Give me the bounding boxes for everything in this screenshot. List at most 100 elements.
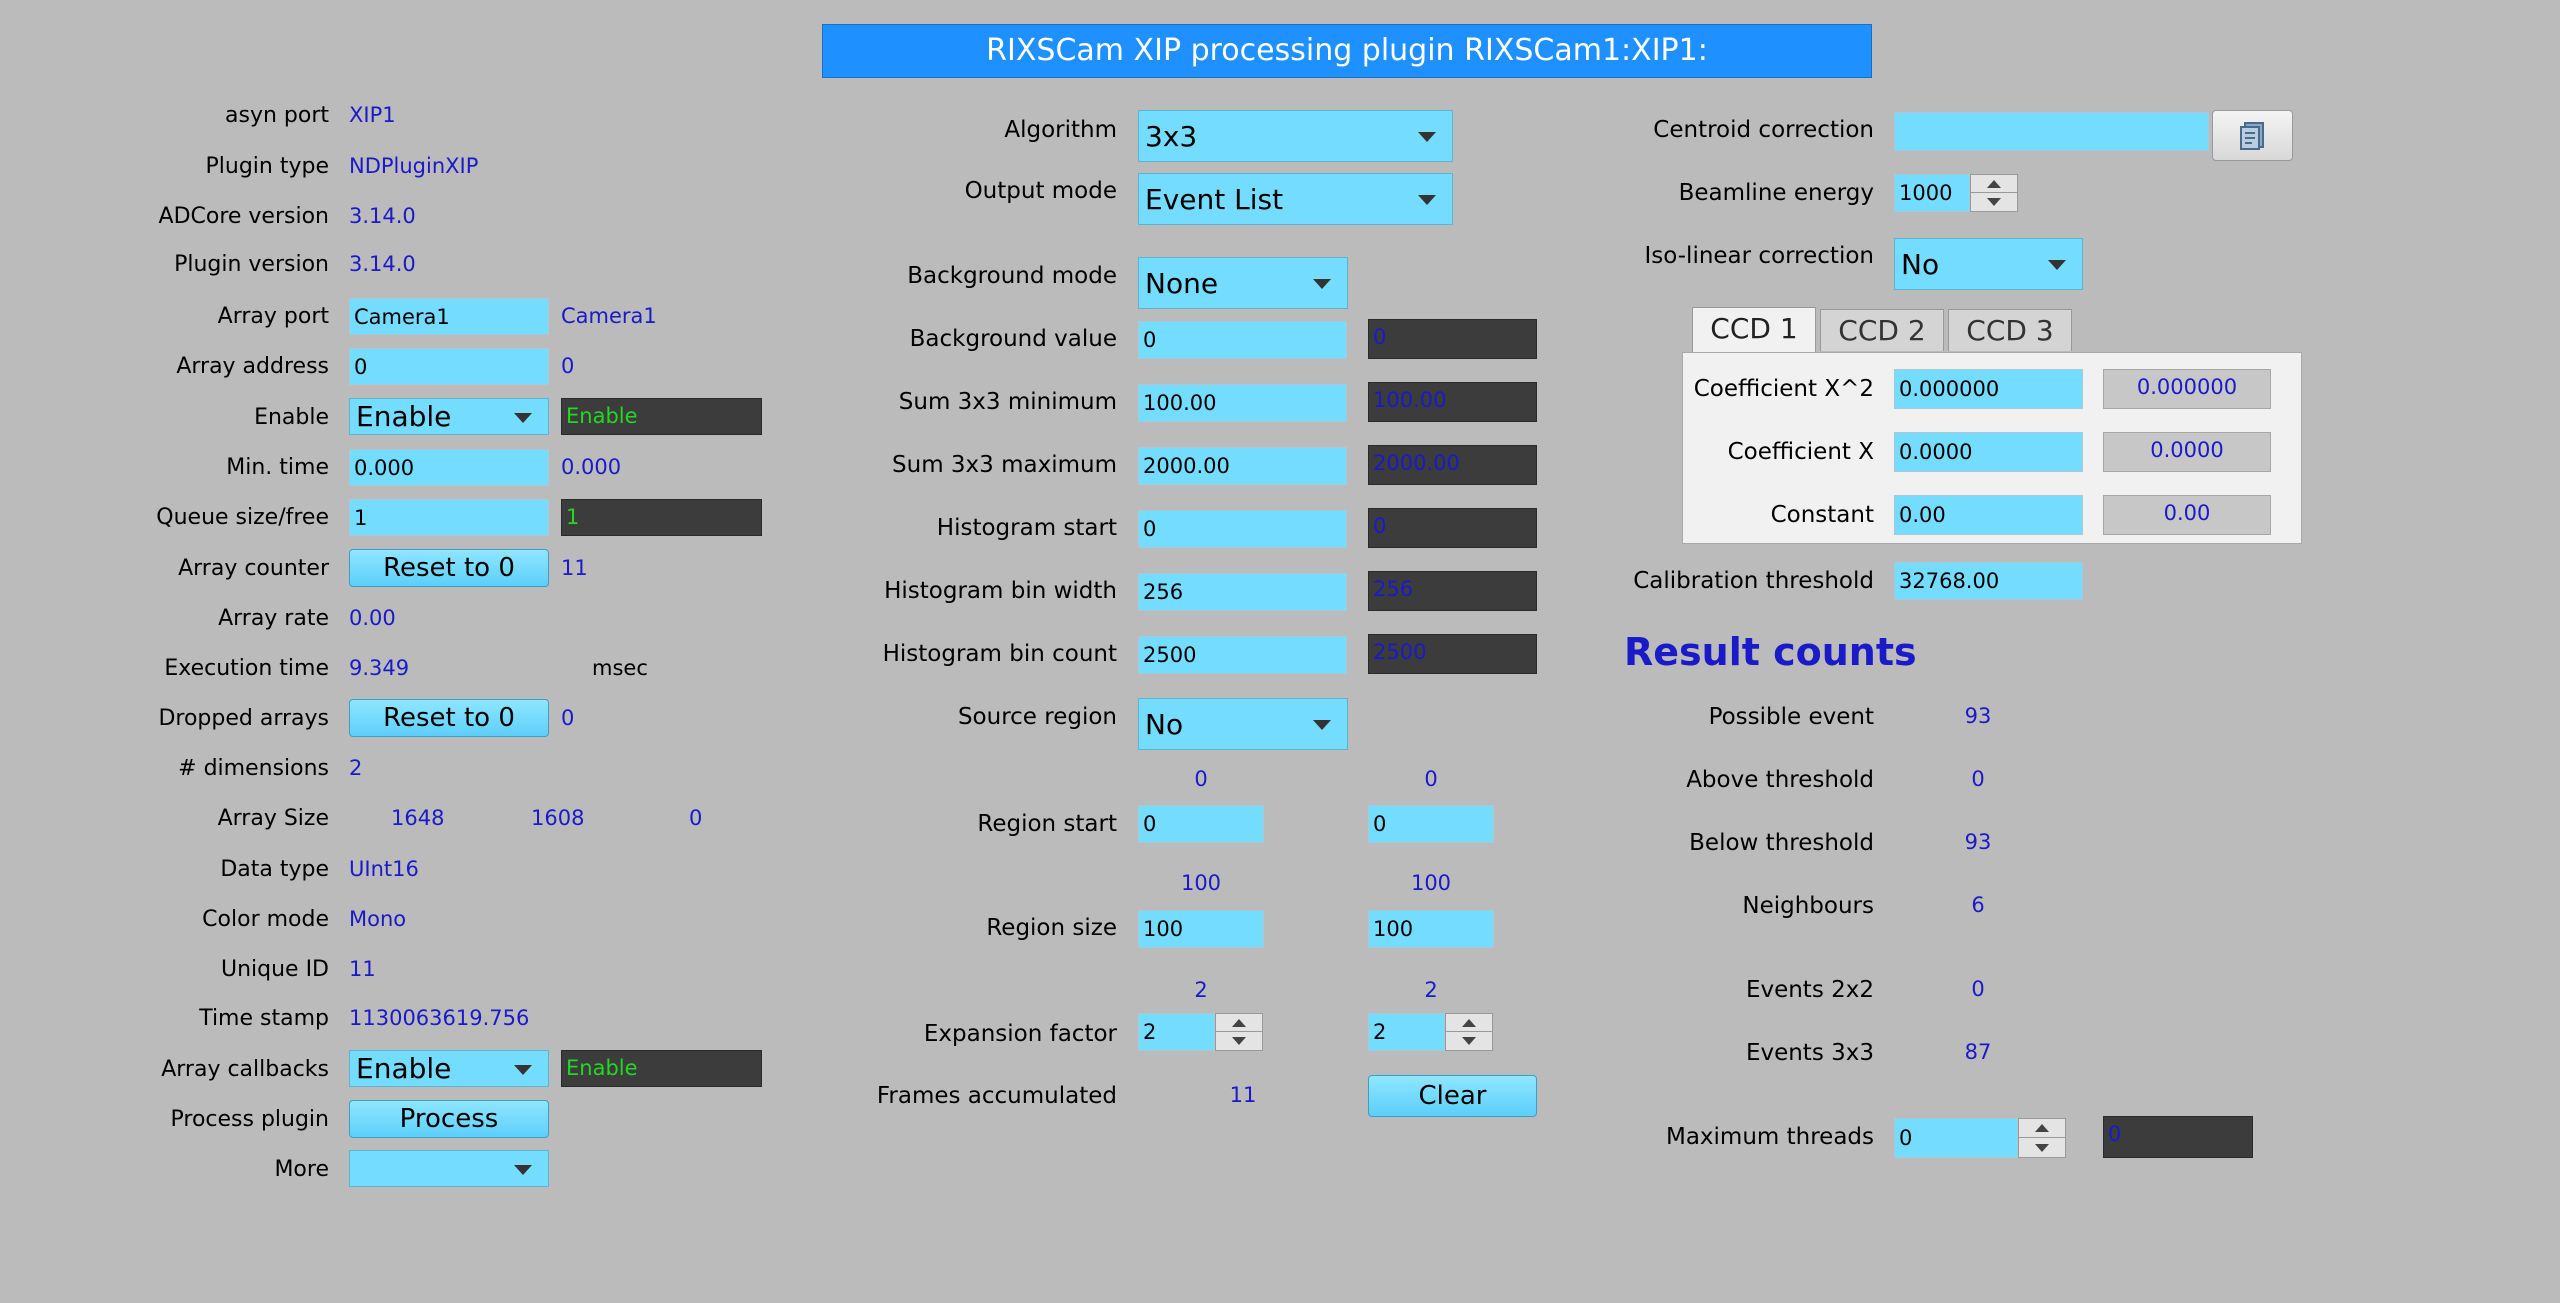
more-dropdown[interactable]: [349, 1150, 549, 1187]
spin-up-button[interactable]: [1971, 175, 2017, 193]
hist-start-input[interactable]: [1138, 510, 1347, 548]
clear-button[interactable]: Clear: [1368, 1075, 1537, 1117]
spin-down-button[interactable]: [1971, 193, 2017, 211]
color-mode-label: Color mode: [202, 907, 329, 932]
output-mode-dropdown[interactable]: Event List: [1138, 173, 1453, 225]
queue-size-input[interactable]: [349, 499, 549, 536]
events-2x2-label: Events 2x2: [1745, 977, 1874, 1003]
spin-down-button[interactable]: [2019, 1138, 2065, 1157]
beamline-energy-spinner[interactable]: [1970, 174, 2018, 212]
array-callbacks-dropdown[interactable]: Enable: [349, 1050, 549, 1087]
above-threshold-value: 0: [1971, 767, 1985, 791]
constant-input[interactable]: [1894, 495, 2083, 535]
array-rate-label: Array rate: [218, 606, 329, 631]
tab-ccd-2[interactable]: CCD 2: [1820, 309, 1944, 351]
execution-time-value: 9.349: [349, 656, 410, 680]
iso-linear-dropdown[interactable]: No: [1894, 238, 2083, 290]
tab-ccd-3[interactable]: CCD 3: [1948, 309, 2072, 351]
iso-linear-dropdown-value: No: [1901, 248, 1940, 281]
background-mode-dropdown[interactable]: None: [1138, 257, 1348, 309]
background-mode-dropdown-value: None: [1145, 267, 1219, 300]
centroid-correction-label: Centroid correction: [1653, 117, 1874, 143]
asyn-port-label: asyn port: [225, 103, 329, 128]
asyn-port-value: XIP1: [349, 103, 396, 127]
queue-free-readback: 1: [561, 499, 762, 536]
spin-down-button[interactable]: [1216, 1032, 1262, 1050]
spin-up-button[interactable]: [2019, 1119, 2065, 1138]
expansion-y-spinner[interactable]: [1445, 1013, 1493, 1051]
region-size-y-input[interactable]: [1368, 910, 1494, 948]
expansion-y-input[interactable]: [1368, 1013, 1445, 1051]
file-browse-button[interactable]: [2212, 110, 2293, 161]
enable-dropdown[interactable]: Enable: [349, 398, 549, 435]
adcore-version-label: ADCore version: [158, 204, 329, 229]
array-counter-reset-button[interactable]: Reset to 0: [349, 549, 549, 587]
chevron-down-icon: [514, 1064, 532, 1075]
min-time-input[interactable]: [349, 449, 549, 486]
process-button[interactable]: Process: [349, 1100, 549, 1138]
expansion-y-readback: 2: [1424, 978, 1438, 1002]
max-threads-spinner[interactable]: [2018, 1118, 2066, 1158]
color-mode-value: Mono: [349, 907, 407, 931]
region-size-y-readback: 100: [1410, 871, 1452, 895]
spin-down-button[interactable]: [1446, 1032, 1492, 1050]
region-start-x-input[interactable]: [1138, 805, 1264, 843]
sum-min-label: Sum 3x3 minimum: [898, 389, 1117, 415]
array-port-input[interactable]: [349, 298, 549, 335]
above-threshold-label: Above threshold: [1686, 767, 1874, 793]
centroid-correction-input[interactable]: [1894, 112, 2209, 151]
background-value-input[interactable]: [1138, 321, 1347, 359]
array-address-input[interactable]: [349, 348, 549, 385]
source-region-dropdown[interactable]: No: [1138, 698, 1348, 750]
tab-ccd-1[interactable]: CCD 1: [1692, 307, 1816, 353]
expansion-x-spinner[interactable]: [1215, 1013, 1263, 1051]
events-2x2-value: 0: [1971, 977, 1985, 1001]
arrow-down-icon: [2035, 1143, 2049, 1152]
algorithm-dropdown[interactable]: 3x3: [1138, 110, 1453, 162]
sum-min-input[interactable]: [1138, 384, 1347, 422]
dimensions-value: 2: [349, 756, 363, 780]
array-size-label: Array Size: [217, 806, 329, 831]
coef-x2-input[interactable]: [1894, 369, 2083, 409]
region-start-x-readback: 0: [1194, 767, 1208, 791]
sum-max-label: Sum 3x3 maximum: [892, 452, 1117, 478]
coef-x2-label: Coefficient X^2: [1693, 376, 1874, 402]
plugin-version-label: Plugin version: [174, 252, 329, 277]
arrow-up-icon: [1462, 1018, 1476, 1027]
arrow-down-icon: [1462, 1037, 1476, 1045]
region-start-y-readback: 0: [1424, 767, 1438, 791]
array-counter-label: Array counter: [178, 556, 329, 581]
data-type-value: UInt16: [349, 857, 419, 881]
coef-x-readback: 0.0000: [2103, 432, 2271, 472]
array-counter-value: 11: [561, 556, 588, 580]
possible-event-value: 93: [1964, 704, 1992, 728]
hist-bin-width-readback: 256: [1368, 571, 1537, 611]
spin-up-button[interactable]: [1216, 1014, 1262, 1032]
dropped-arrays-label: Dropped arrays: [158, 706, 329, 731]
expansion-x-input[interactable]: [1138, 1013, 1215, 1051]
hist-bin-width-input[interactable]: [1138, 573, 1347, 611]
min-time-readback: 0.000: [561, 455, 622, 479]
array-address-label: Array address: [176, 354, 329, 379]
sum-max-input[interactable]: [1138, 447, 1347, 485]
constant-label: Constant: [1770, 502, 1874, 528]
calibration-threshold-input[interactable]: [1894, 562, 2083, 600]
coef-x-input[interactable]: [1894, 432, 2083, 472]
array-size-z: 0: [689, 806, 703, 830]
dropped-arrays-reset-button[interactable]: Reset to 0: [349, 699, 549, 737]
arrow-up-icon: [1987, 179, 2001, 188]
enable-readback: Enable: [561, 398, 762, 435]
sum-min-readback: 100.00: [1368, 382, 1537, 422]
region-size-x-input[interactable]: [1138, 910, 1264, 948]
beamline-energy-input[interactable]: [1894, 174, 1970, 212]
unique-id-value: 11: [349, 957, 376, 981]
output-mode-dropdown-value: Event List: [1145, 183, 1284, 216]
time-stamp-label: Time stamp: [199, 1006, 329, 1031]
region-start-y-input[interactable]: [1368, 805, 1494, 843]
max-threads-input[interactable]: [1894, 1118, 2018, 1158]
algorithm-dropdown-value: 3x3: [1145, 120, 1198, 153]
chevron-down-icon: [514, 412, 532, 423]
hist-bin-count-input[interactable]: [1138, 636, 1347, 674]
coef-x2-readback: 0.000000: [2103, 369, 2271, 409]
spin-up-button[interactable]: [1446, 1014, 1492, 1032]
